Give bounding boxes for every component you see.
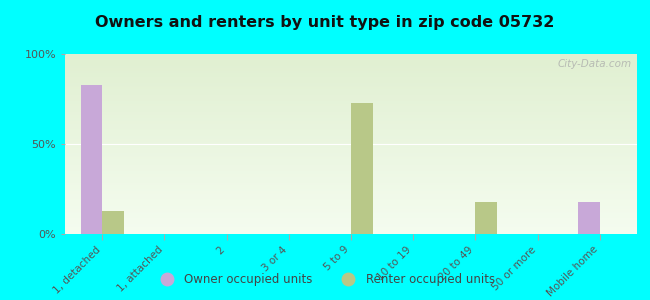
Bar <box>475 202 497 234</box>
Bar <box>81 85 102 234</box>
Text: Owners and renters by unit type in zip code 05732: Owners and renters by unit type in zip c… <box>96 15 554 30</box>
Bar <box>351 103 372 234</box>
Legend: Owner occupied units, Renter occupied units: Owner occupied units, Renter occupied un… <box>150 269 500 291</box>
Text: City-Data.com: City-Data.com <box>557 59 631 69</box>
Bar <box>102 211 124 234</box>
Bar <box>578 202 600 234</box>
